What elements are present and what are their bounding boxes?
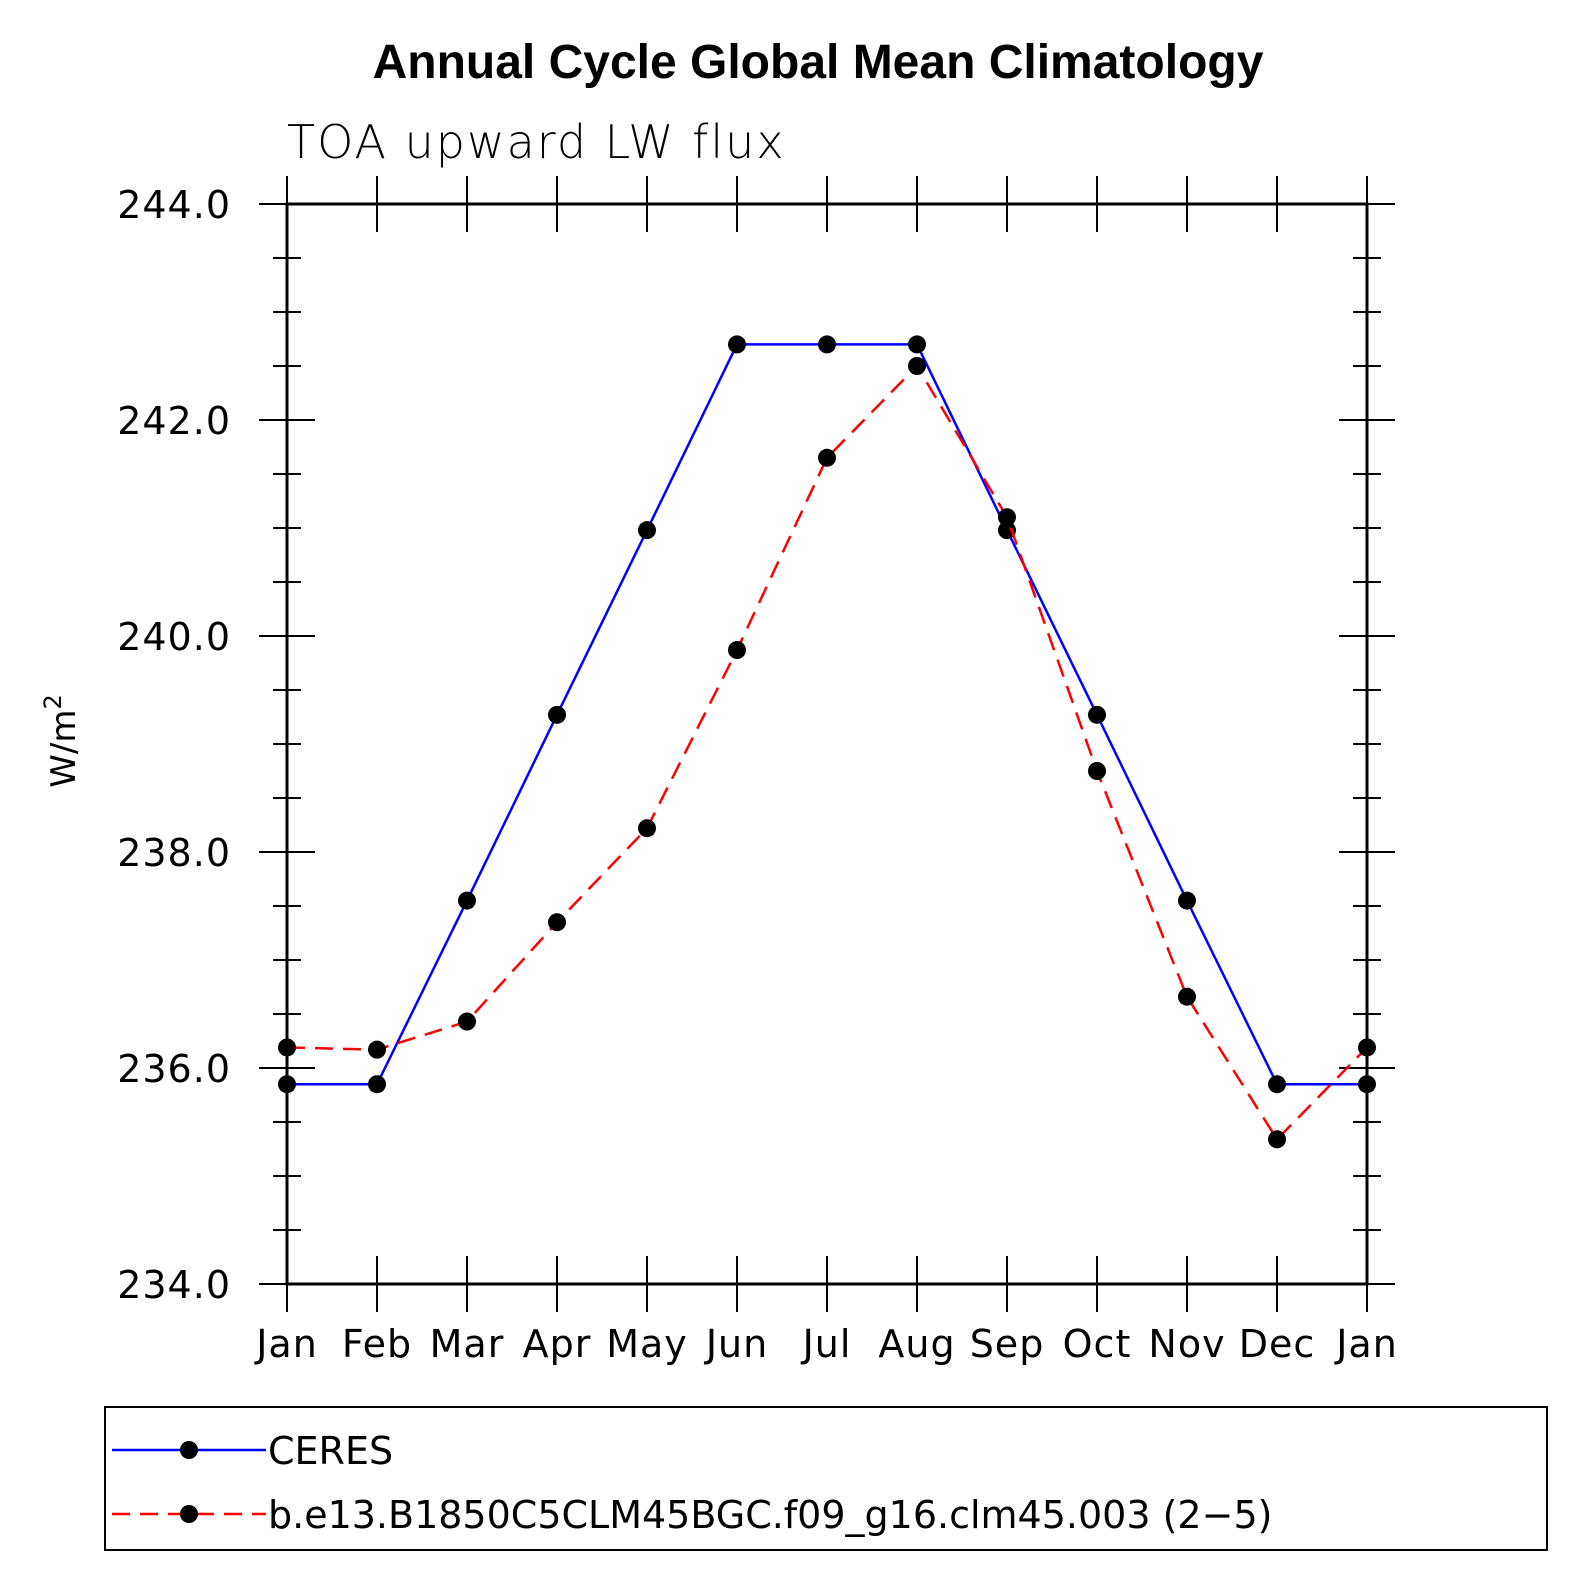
chart-subtitle: TOA upward LW flux [287, 115, 786, 169]
data-point [998, 508, 1016, 527]
y-axis-label-text: W/m [44, 710, 84, 788]
plot-area: 234.0 236.0 238.0 240.0 242.0 244.0 Jan Feb Mar A… [117, 176, 1398, 1366]
data-point [908, 357, 926, 375]
x-tick-label: Aug [878, 1322, 955, 1366]
y-tick-label: 240.0 [117, 615, 231, 659]
x-tick-label: Jan [1334, 1322, 1398, 1366]
data-point [278, 1038, 296, 1057]
data-point [1178, 987, 1196, 1006]
data-point [998, 521, 1016, 540]
x-tick-label: Jun [704, 1322, 768, 1366]
y-tick-label: 236.0 [117, 1047, 231, 1091]
y-tick-label: 244.0 [117, 183, 231, 227]
data-point [818, 335, 836, 354]
series-line-2 [286, 363, 1368, 1142]
data-point [1358, 1075, 1376, 1094]
data-point [458, 1012, 476, 1031]
data-point [458, 891, 476, 910]
chart-title: Annual Cycle Global Mean Climatology [373, 36, 1264, 89]
data-point [548, 913, 566, 932]
data-point [1088, 762, 1106, 780]
y-tick-label: 234.0 [117, 1263, 231, 1307]
y-tick-label: 242.0 [117, 399, 231, 443]
legend-box [104, 1406, 1548, 1551]
data-point [1088, 705, 1106, 724]
legend-marker-2 [180, 1505, 198, 1523]
data-point [728, 641, 746, 660]
legend-marker-1 [180, 1441, 198, 1459]
data-point [818, 448, 836, 467]
x-tick-label: Sep [970, 1322, 1045, 1366]
data-point [1358, 1038, 1376, 1057]
legend-label-1: CERES [268, 1429, 393, 1473]
legend-label-2: b.e13.B1850C5CLM45BGC.f09_g16.clm45.003 … [268, 1493, 1272, 1537]
data-point [548, 705, 566, 724]
data-point [368, 1040, 386, 1059]
data-point [1268, 1130, 1286, 1149]
x-tick-label: Oct [1063, 1322, 1132, 1366]
y-axis-label-superscript: 2 [39, 694, 67, 709]
data-point [1178, 891, 1196, 910]
data-point [638, 521, 656, 540]
x-tick-label: Apr [523, 1322, 592, 1366]
x-tick-label: Jan [254, 1322, 318, 1366]
x-tick-label: Nov [1148, 1322, 1225, 1366]
x-tick-label: Feb [342, 1322, 412, 1366]
x-tick-label: Jul [801, 1322, 852, 1366]
y-axis-label: W/m2 [39, 694, 84, 787]
x-tick-label: Mar [430, 1322, 505, 1366]
y-tick-label: 238.0 [117, 831, 231, 875]
data-point [908, 335, 926, 354]
x-tick-label: May [606, 1322, 688, 1366]
data-point [1268, 1075, 1286, 1094]
legend: CERES b.e13.B1850C5CLM45BGC.f09_g16.clm45… [104, 1406, 1548, 1551]
data-point [638, 819, 656, 838]
data-point [368, 1075, 386, 1094]
data-point [728, 335, 746, 354]
x-tick-label: Dec [1239, 1322, 1316, 1366]
data-point [278, 1075, 296, 1094]
plot-frame [285, 202, 1369, 1286]
